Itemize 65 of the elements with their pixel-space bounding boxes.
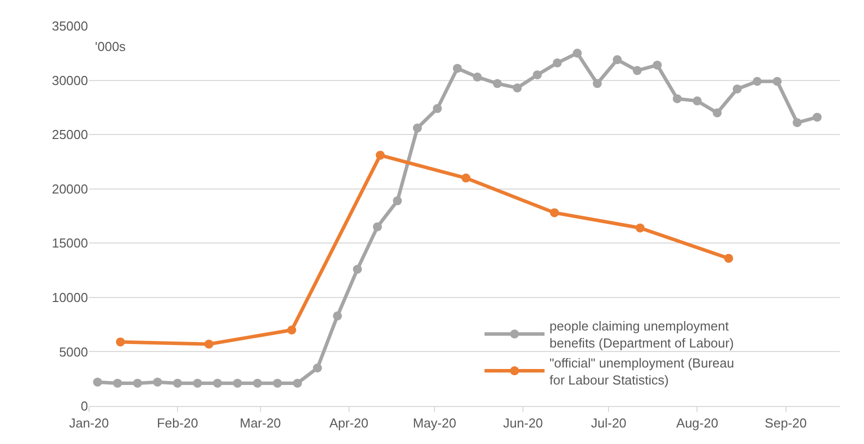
point [292, 378, 302, 388]
y-tick-label: 0 [80, 398, 88, 414]
point [113, 378, 122, 388]
point [652, 60, 662, 70]
x-tick-label: Sep-20 [764, 416, 807, 431]
x-tick-label: Jul-20 [590, 416, 626, 431]
x-tick-label: Apr-20 [329, 416, 368, 431]
point [272, 378, 282, 388]
point [461, 174, 470, 182]
y-tick-label: 35000 [52, 18, 88, 34]
point [312, 364, 322, 372]
point [752, 76, 762, 86]
point [352, 264, 362, 274]
point [432, 104, 442, 114]
point [472, 72, 482, 82]
point [204, 340, 214, 349]
point [672, 94, 682, 104]
point [372, 222, 382, 232]
point [213, 378, 222, 388]
y-tick-label: 30000 [52, 72, 88, 88]
point [592, 79, 602, 88]
point [792, 118, 802, 128]
point [133, 378, 142, 388]
y-tick-label: 15000 [52, 236, 88, 251]
annotation: '000s [95, 39, 126, 54]
point [252, 378, 262, 388]
point [193, 378, 202, 388]
point [532, 70, 542, 80]
point [724, 254, 734, 263]
x-tick-label: May-20 [412, 416, 456, 431]
point [636, 223, 645, 232]
point [376, 150, 385, 160]
legend-label: people claiming unemployment benefits (Department of Labour) [550, 318, 734, 351]
y-tick-label: 5000 [59, 344, 88, 360]
point [153, 378, 162, 387]
point [632, 66, 642, 76]
y-tick-label: 20000 [52, 181, 88, 196]
point [412, 124, 422, 133]
point [732, 84, 742, 94]
x-tick-label: Jan-20 [69, 416, 109, 431]
y-tick-label: 25000 [52, 127, 88, 142]
x-tick-label: Feb-20 [156, 416, 198, 431]
point [287, 326, 296, 334]
x-tick-label: Mar-20 [240, 416, 281, 431]
point [232, 378, 242, 388]
point [612, 55, 622, 64]
point [692, 96, 702, 106]
point [116, 337, 125, 346]
x-tick-label: Aug-20 [676, 416, 718, 431]
point [772, 76, 782, 86]
legend-label: "official" unemployment (Bureau for Labour Statistics) [550, 355, 734, 388]
point [712, 108, 722, 118]
point [93, 378, 102, 387]
point [572, 48, 582, 58]
point [492, 79, 502, 88]
point [812, 112, 822, 122]
y-tick-label: 10000 [52, 290, 88, 305]
point [550, 208, 559, 218]
point [332, 311, 342, 320]
point [552, 58, 562, 68]
point [173, 378, 182, 388]
x-tick-label: Jun-20 [503, 416, 543, 431]
point [452, 64, 462, 73]
point [512, 83, 522, 92]
point [392, 196, 402, 206]
